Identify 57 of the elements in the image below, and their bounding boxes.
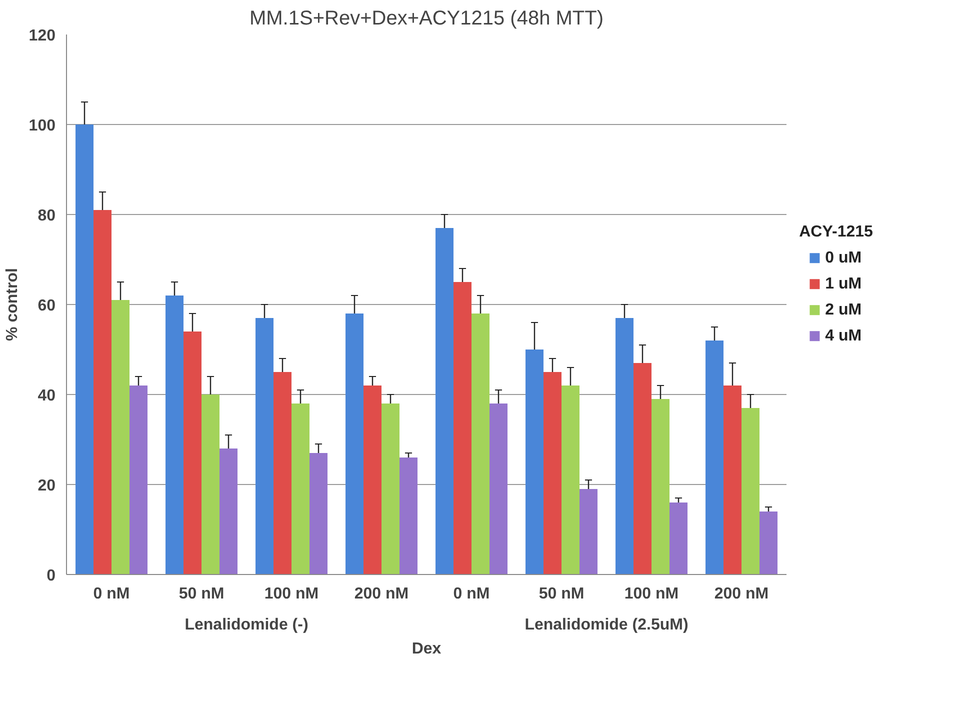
bar bbox=[436, 228, 454, 574]
bar bbox=[580, 489, 598, 574]
text: Lenalidomide (2.5uM) bbox=[524, 616, 688, 634]
bar bbox=[616, 318, 634, 574]
bar bbox=[130, 386, 148, 574]
bar bbox=[454, 282, 472, 574]
bar bbox=[400, 458, 418, 574]
bar bbox=[472, 314, 490, 574]
text: Lenalidomide (-) bbox=[184, 616, 308, 634]
bar bbox=[706, 340, 724, 574]
bar bbox=[112, 300, 130, 574]
bar bbox=[184, 332, 202, 574]
bar bbox=[292, 404, 310, 574]
x-tick-label: 200 nM bbox=[354, 586, 409, 602]
bar bbox=[94, 210, 112, 574]
y-tick-label: 40 bbox=[38, 388, 56, 404]
y-tick-label: 80 bbox=[38, 208, 56, 224]
bar bbox=[346, 314, 364, 574]
x-tick-label: 0 nM bbox=[93, 586, 130, 602]
bar bbox=[490, 404, 508, 574]
bar bbox=[544, 372, 562, 574]
x-tick-label: 100 nM bbox=[264, 586, 319, 602]
bar bbox=[220, 448, 238, 574]
bar bbox=[382, 404, 400, 574]
bar bbox=[634, 363, 652, 574]
bar bbox=[310, 453, 328, 574]
x-tick-label: 200 nM bbox=[714, 586, 769, 602]
bar bbox=[724, 386, 742, 574]
x-axis-title: Dex bbox=[412, 640, 442, 658]
y-tick-label: 60 bbox=[38, 298, 56, 314]
bar bbox=[166, 296, 184, 574]
bar bbox=[562, 386, 580, 574]
legend-label: 0 uM bbox=[825, 250, 862, 267]
legend-title: ACY-1215 bbox=[799, 224, 874, 241]
bar bbox=[364, 386, 382, 574]
x-tick-label: 0 nM bbox=[453, 586, 490, 602]
y-tick-label: 20 bbox=[38, 478, 56, 494]
bar bbox=[760, 512, 778, 574]
y-tick-label: 100 bbox=[28, 118, 56, 134]
y-tick-label: 0 bbox=[46, 568, 56, 584]
bar bbox=[742, 408, 760, 574]
legend-label: 2 uM bbox=[825, 302, 862, 319]
y-tick-label: 120 bbox=[28, 28, 56, 44]
chart-title: MM.1S+Rev+Dex+ACY1215 (48h MTT) bbox=[249, 8, 604, 30]
x-tick-label: 100 nM bbox=[624, 586, 679, 602]
bar bbox=[76, 124, 94, 574]
x-tick-label: 50 nM bbox=[538, 586, 584, 602]
x-tick-label: 50 nM bbox=[178, 586, 224, 602]
bar bbox=[274, 372, 292, 574]
bar bbox=[256, 318, 274, 574]
bar bbox=[202, 394, 220, 574]
legend-label: 4 uM bbox=[825, 328, 862, 345]
bar bbox=[526, 350, 544, 574]
bar bbox=[670, 502, 688, 574]
bar bbox=[652, 399, 670, 574]
legend-label: 1 uM bbox=[825, 276, 862, 293]
y-axis-title: % control bbox=[4, 268, 21, 341]
